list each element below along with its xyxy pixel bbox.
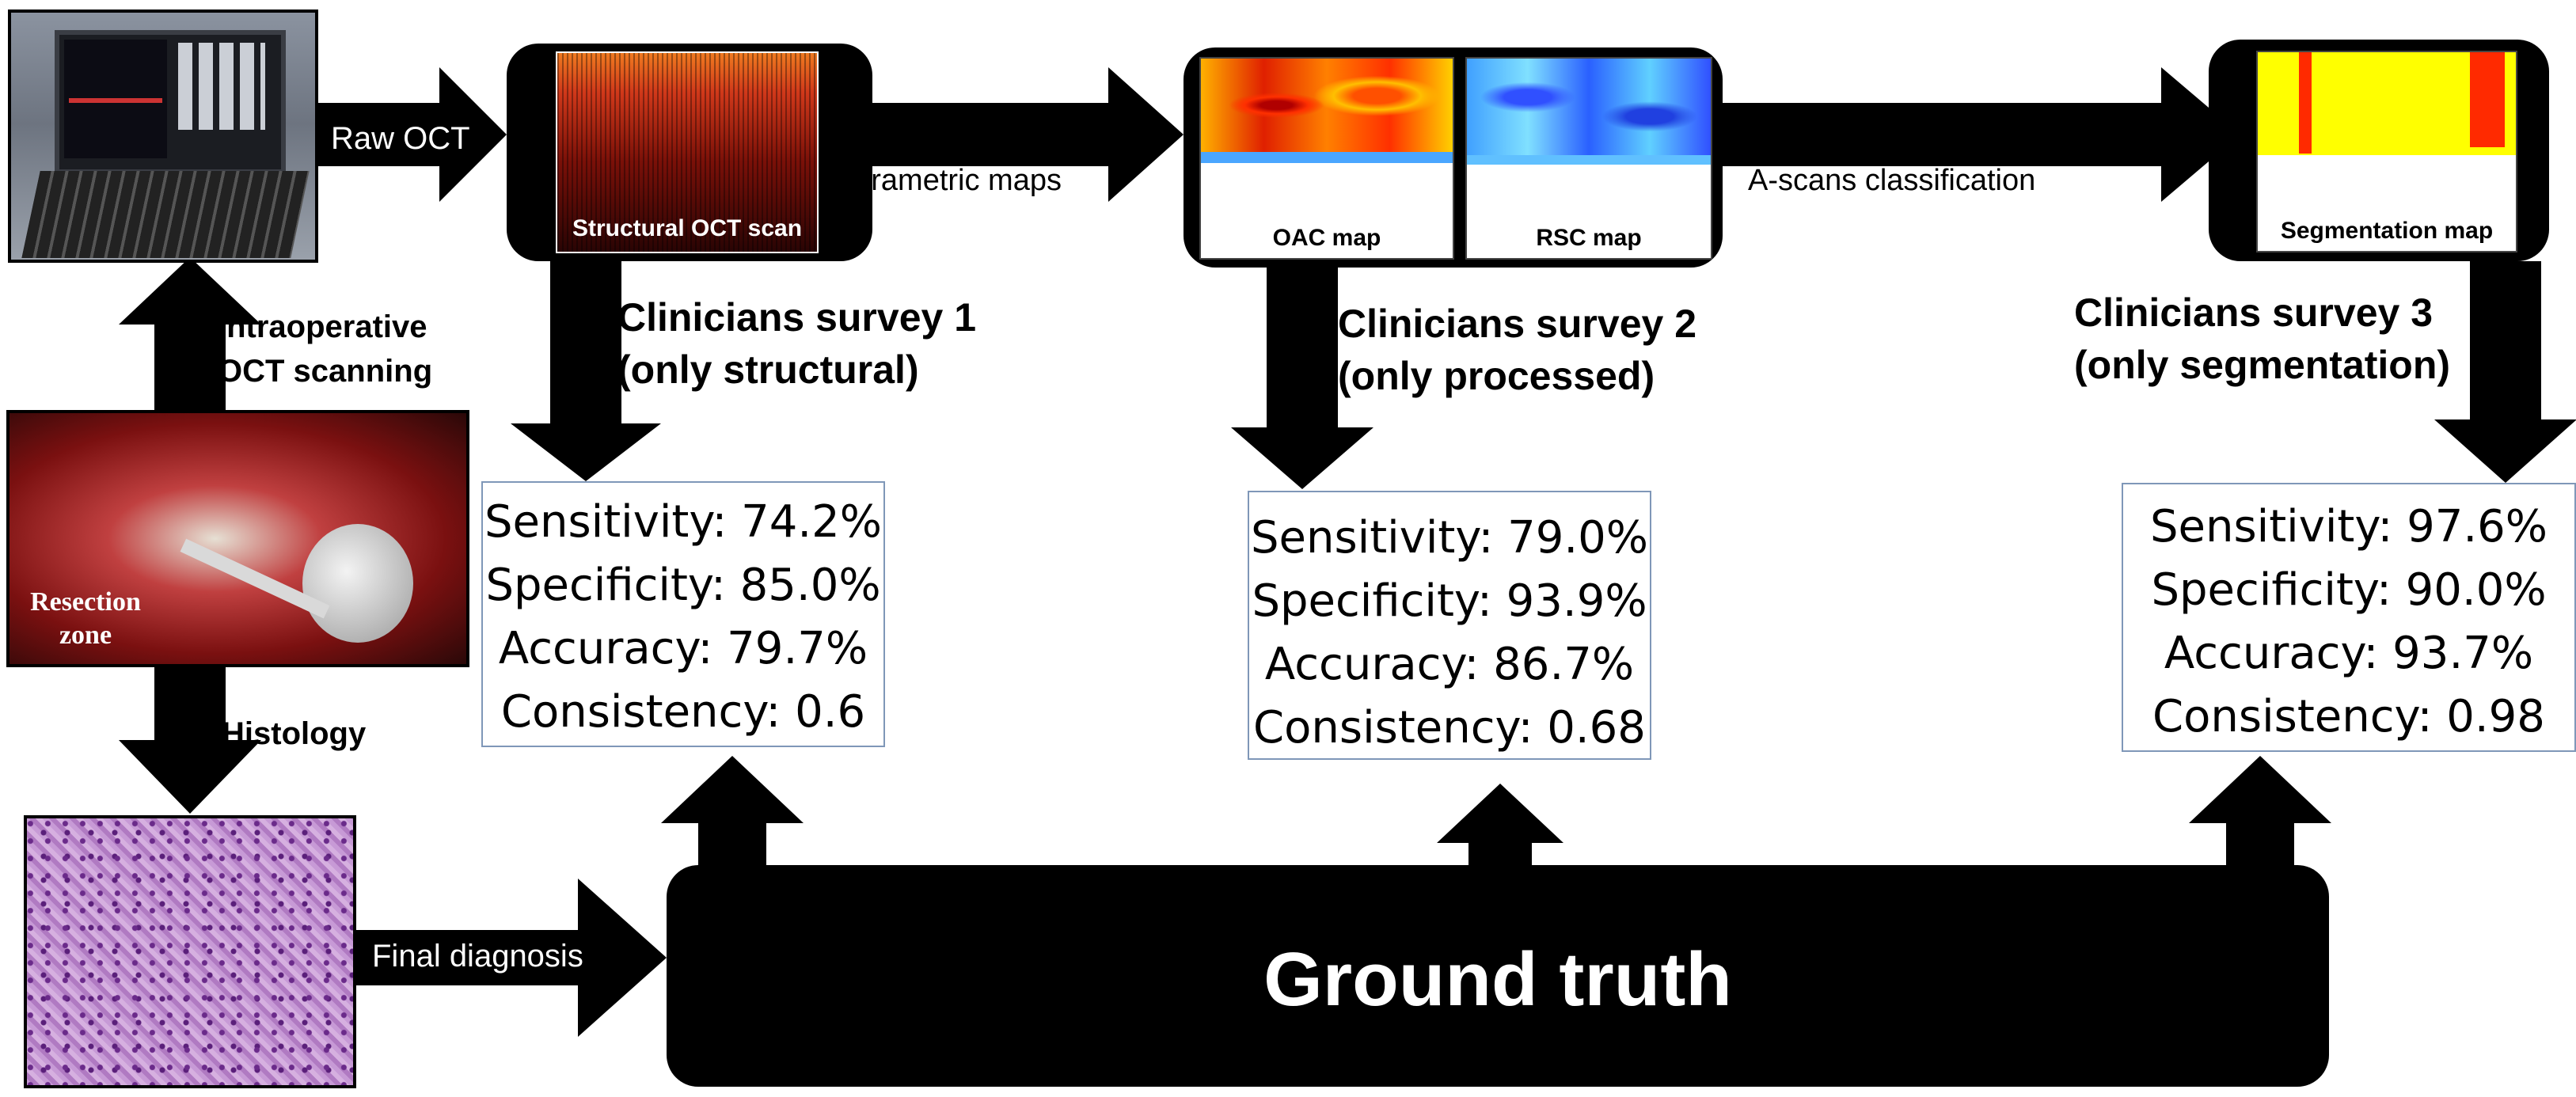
survey-2-sensitivity: Sensitivity: 79.0%: [1250, 512, 1649, 564]
survey-2-stats: Sensitivity: 79.0% Specificity: 93.9% Ac…: [1248, 491, 1651, 760]
oac-map-label: OAC map: [1272, 225, 1381, 251]
arrow-final-diagnosis: [356, 879, 667, 1037]
surgery-photo: Resection zone: [6, 410, 469, 667]
survey-2-accuracy: Accuracy: 86.7%: [1264, 639, 1635, 690]
arrow-up-survey-1: [661, 756, 804, 867]
structural-oct-image: Structural OCT scan: [556, 51, 819, 253]
survey-3-title: Clinicians survey 3 (only segmentation): [2074, 290, 2451, 387]
ground-truth-label: Ground truth: [1263, 937, 1732, 1022]
structural-oct-label: Structural OCT scan: [572, 215, 803, 241]
survey-3-sensitivity: Sensitivity: 97.6%: [2149, 501, 2548, 552]
arrow-histology: [119, 649, 261, 814]
survey-1-stats: Sensitivity: 74.2% Specificity: 85.0% Ac…: [481, 481, 885, 747]
oac-map: OAC map: [1199, 57, 1454, 260]
arrow-raw-oct: [318, 67, 507, 202]
laptop-photo: [8, 9, 318, 263]
segmentation-box: Segmentation map: [2209, 40, 2549, 261]
survey-3-accuracy: Accuracy: 93.7%: [2164, 628, 2534, 679]
arrow-up-survey-2: [1437, 784, 1563, 867]
intraoperative-label: Intraoperative OCT scanning: [218, 309, 433, 389]
arrow-down-survey-2: [1231, 261, 1373, 489]
laptop-keyboard: [21, 171, 310, 258]
survey-2-consistency: Consistency: 0.68: [1253, 702, 1646, 753]
resection-zone-label: Resection zone: [30, 587, 141, 650]
segmentation-via-label: Segmentation via SVM-based A-scans class…: [1748, 123, 2146, 197]
arrow-down-survey-3: [2434, 261, 2576, 483]
survey-1-accuracy: Accuracy: 79.7%: [498, 623, 868, 674]
ground-truth-box: Ground truth: [667, 865, 2329, 1087]
arrow-down-survey-1: [511, 261, 661, 481]
raw-oct-scan-label: Raw OCT scan: [331, 121, 470, 195]
histology-photo: [24, 815, 356, 1088]
histology-label: Histology: [222, 716, 367, 751]
survey-1-consistency: Consistency: 0.6: [500, 686, 866, 738]
arrow-processing: [872, 67, 1184, 202]
survey-1-title: Clinicians survey 1 (only structural): [617, 295, 977, 392]
laptop-screen: [55, 30, 286, 174]
survey-3-consistency: Consistency: 0.98: [2152, 691, 2545, 742]
arrow-up-survey-3: [2189, 756, 2331, 867]
arrow-segmentation: [1723, 67, 2240, 202]
survey-2-title: Clinicians survey 2 (only processed): [1338, 302, 1697, 398]
rsc-map: RSC map: [1465, 57, 1712, 260]
structural-oct-box: Structural OCT scan: [507, 44, 872, 261]
survey-2-specificity: Specificity: 93.9%: [1252, 575, 1647, 627]
survey-1-sensitivity: Sensitivity: 74.2%: [484, 496, 883, 548]
processing-label: Processing to extract parametric maps: [838, 123, 1119, 197]
survey-3-stats: Sensitivity: 97.6% Specificity: 90.0% Ac…: [2122, 483, 2576, 752]
segmentation-map-label: Segmentation map: [2280, 218, 2494, 244]
final-diagnosis-label: Final diagnosis: [372, 939, 583, 974]
rsc-map-label: RSC map: [1536, 225, 1642, 251]
arrow-intraoperative: [119, 257, 261, 412]
survey-3-specificity: Specificity: 90.0%: [2151, 564, 2547, 616]
survey-1-specificity: Specificity: 85.0%: [485, 560, 881, 611]
parametric-maps-box: OAC map RSC map: [1184, 47, 1723, 268]
segmentation-map: Segmentation map: [2256, 51, 2517, 252]
